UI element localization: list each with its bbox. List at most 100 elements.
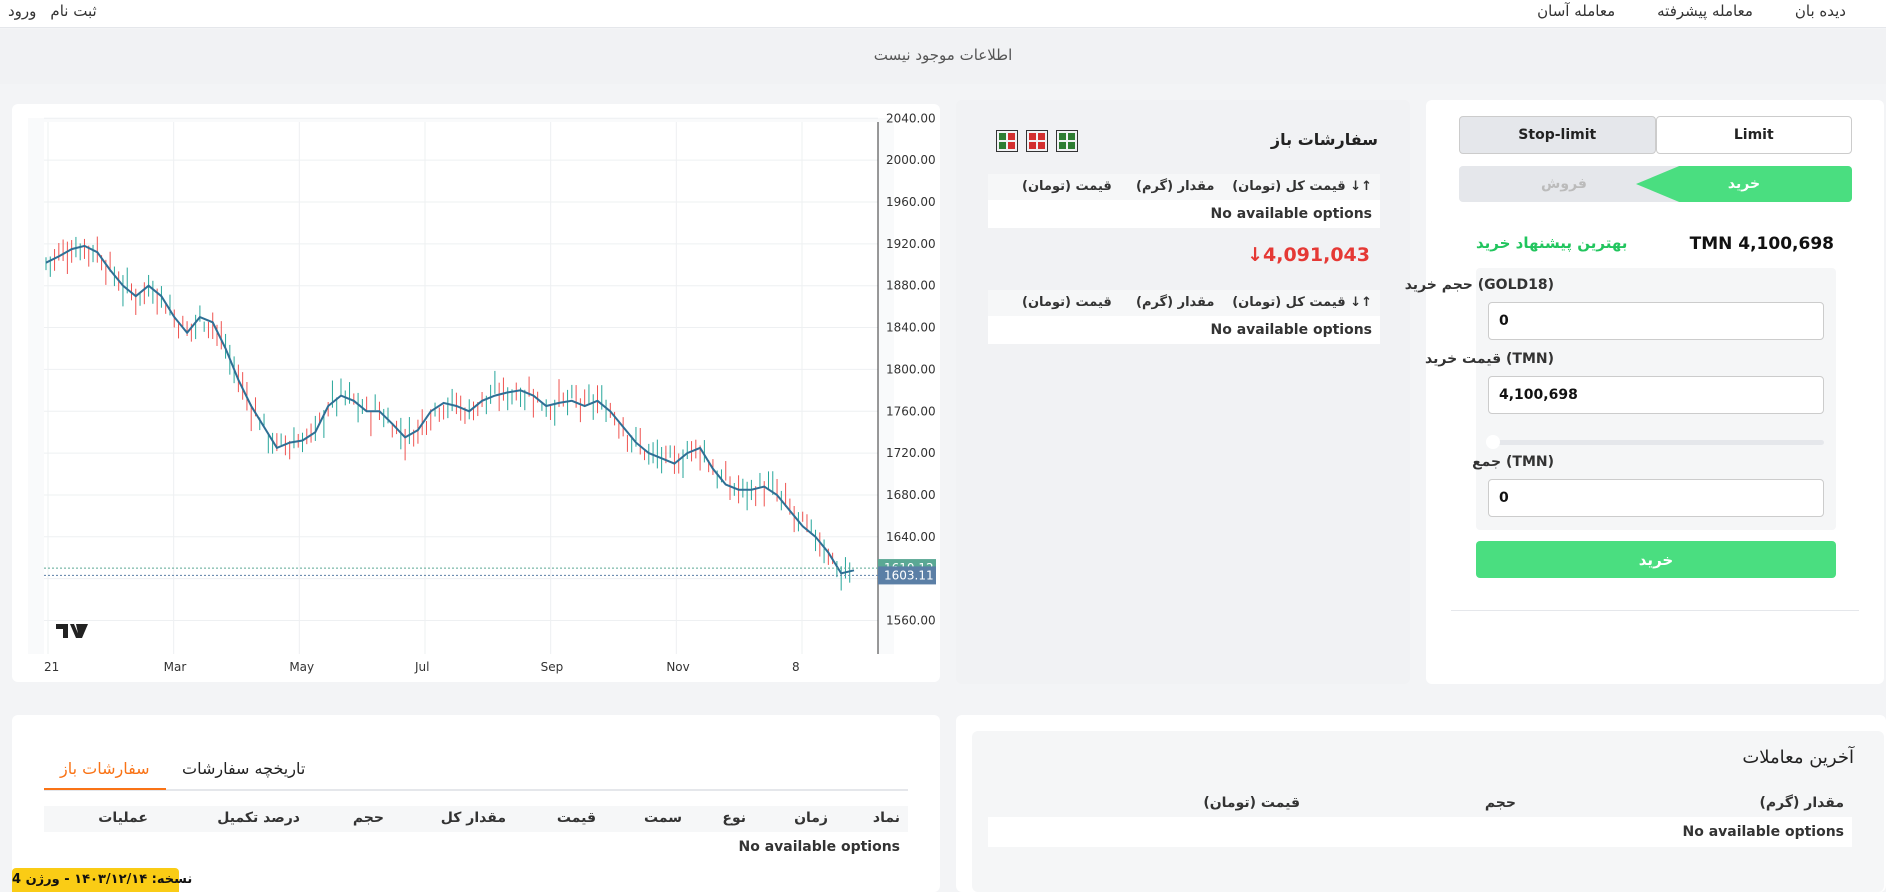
recent-trades-panel: آخرین معاملات مقدار (گرم) حجم قیمت (توما… [956,715,1886,892]
nav-advanced-trade[interactable]: معامله پیشرفته [1657,2,1753,20]
info-banner: اطلاعات موجود نیست [0,29,1886,84]
col-volume: حجم [352,810,384,826]
tab-order-history[interactable]: تاریخچه سفارشات [182,759,306,778]
y-tick-label: 1800.00 [886,362,936,376]
col-side: سمت [644,810,682,826]
top-navbar: دیده بان معامله پیشرفته معامله آسان ورود… [0,0,1886,28]
order-book-title: سفارشات باز [1270,130,1378,149]
buy-orders-header: قیمت کل (تومان) ↓↑ مقدار (گرم) قیمت (توم… [988,290,1380,316]
form-divider [1451,610,1859,611]
view-buy-sell-icon[interactable] [996,130,1018,152]
price-label: قیمت خرید (TMN) [1425,351,1554,367]
nav-easy-trade[interactable]: معامله آسان [1537,2,1616,20]
sell-orders-header: قیمت کل (تومان) ↓↑ مقدار (گرم) قیمت (توم… [988,174,1380,200]
y-tick-label: 1760.00 [886,404,936,418]
col-trade-price: قیمت (تومان) [1203,795,1300,811]
auth-links: ورود ثبت نام [8,2,97,20]
col-type: نوع [722,810,746,826]
x-tick-label: Jul [414,660,429,674]
col-price: قیمت [556,810,596,826]
y-tick-label: 1840.00 [886,321,936,335]
y-tick-label: 1560.00 [886,614,936,628]
buy-orders-empty: No available options [1210,322,1372,338]
down-arrow-icon: ↓ [1247,244,1264,266]
col-amount-2: مقدار (گرم) [1136,295,1215,310]
price-label-box [878,566,936,585]
order-type-tabs: Limit Stop-limit [1459,116,1852,154]
y-tick-label: 1880.00 [886,279,936,293]
tab-limit[interactable]: Limit [1655,116,1852,154]
col-total-amount: مقدار کل [440,810,506,826]
col-time: زمان [794,810,828,826]
price-label: 1603.11 [884,568,934,582]
info-message: اطلاعات موجود نیست [873,46,1013,64]
slider-handle[interactable] [1486,435,1500,449]
y-tick-label: 1920.00 [886,237,936,251]
col-price: قیمت (تومان) [1022,179,1112,194]
version-badge: نسخه: ۱۴۰۳/۱۲/۱۴ - ورژن 4 [12,868,192,892]
tab-buy[interactable]: خرید [1636,166,1852,202]
price-input[interactable]: 4,100,698 [1488,376,1824,414]
col-total-sort[interactable]: قیمت کل (تومان) ↓↑ [1232,179,1372,194]
y-tick-label: 1960.00 [886,195,936,209]
login-link[interactable]: ورود [8,2,37,20]
sell-orders-table: قیمت کل (تومان) ↓↑ مقدار (گرم) قیمت (توم… [988,174,1380,228]
sell-orders-empty: No available options [1210,206,1372,222]
best-offer-price: TMN 4,100,698 [1689,234,1834,254]
total-input[interactable]: 0 [1488,479,1824,517]
y-tick-label: 1640.00 [886,530,936,544]
price-chart-panel: 2040.00 2000.00 1960.00 1920.00 1880.00 1840.… [12,104,940,682]
last-price-value: 4,091,043 [1263,244,1370,266]
amount-slider[interactable] [1486,435,1824,449]
y-tick-label: 1720.00 [886,446,936,460]
col-total-sort-2[interactable]: قیمت کل (تومان) ↓↑ [1232,295,1372,310]
col-trade-volume: حجم [1484,795,1516,811]
tab-open-orders[interactable]: سفارشات باز [44,759,166,790]
orders-tabs: سفارشات باز تاریخچه سفارشات [44,755,908,791]
recent-trades-title: آخرین معاملات [1742,747,1854,768]
total-label: جمع (TMN) [1472,454,1554,470]
trades-header: مقدار (گرم) حجم قیمت (تومان) [988,791,1852,817]
my-orders-panel: سفارشات باز تاریخچه سفارشات نماد زمان نو… [12,715,940,892]
col-symbol: نماد [872,810,900,826]
sort-icon: ↓↑ [1350,295,1372,310]
view-buy-only-icon[interactable] [1056,130,1078,152]
col-actions: عملیات [98,810,148,826]
tab-sell[interactable]: فروش [1541,176,1587,192]
orders-empty: No available options [738,839,900,855]
x-tick-label: Mar [164,660,187,674]
price-chart[interactable]: 2040.00 2000.00 1960.00 1920.00 1880.00 1840.… [12,104,940,682]
col-trade-amount: مقدار (گرم) [1759,795,1844,811]
col-fill-percent: درصد تکمیل [217,810,300,826]
y-tick-label: 2000.00 [886,153,936,167]
x-tick-label: Sep [541,660,564,674]
order-book-panel: سفارشات باز قیمت کل (تومان) ↓↑ مقدار (گر… [956,100,1410,684]
tab-stop-limit[interactable]: Stop-limit [1459,116,1656,154]
register-link[interactable]: ثبت نام [50,2,97,20]
side-tabs: فروش خرید [1459,166,1852,202]
main-nav: دیده بان معامله پیشرفته معامله آسان [1537,2,1846,20]
col-amount: مقدار (گرم) [1136,179,1215,194]
x-tick-label: Nov [666,660,689,674]
volume-input[interactable]: 0 [1488,302,1824,340]
view-sell-only-icon[interactable] [1026,130,1048,152]
buy-submit-button[interactable]: خرید [1476,541,1836,578]
x-tick-label: May [289,660,314,674]
order-inputs: حجم خرید (GOLD18) 0 قیمت خرید (TMN) 4,10… [1405,268,1836,530]
nav-watchlist[interactable]: دیده بان [1794,2,1846,20]
col-total-label-2: قیمت کل (تومان) [1232,295,1346,310]
y-tick-label: 1680.00 [886,488,936,502]
col-price-2: قیمت (تومان) [1022,295,1112,310]
x-tick-label: 8 [792,660,800,674]
order-book-view-toggles [996,130,1078,152]
trade-form-panel: Limit Stop-limit فروش خرید TMN 4,100,698… [1405,100,1884,684]
recent-trades-box [972,731,1884,892]
volume-label: حجم خرید (GOLD18) [1404,277,1554,293]
col-total-label: قیمت کل (تومان) [1232,179,1346,194]
best-offer-label: بهترین پیشنهاد خرید [1476,234,1628,252]
plot-inner [44,122,878,654]
chart-logo-icon [56,624,88,638]
last-price: ↓4,091,043 [1247,244,1370,266]
orders-header: نماد زمان نوع سمت قیمت مقدار کل حجم درصد… [44,806,908,832]
trades-empty: No available options [988,817,1852,847]
